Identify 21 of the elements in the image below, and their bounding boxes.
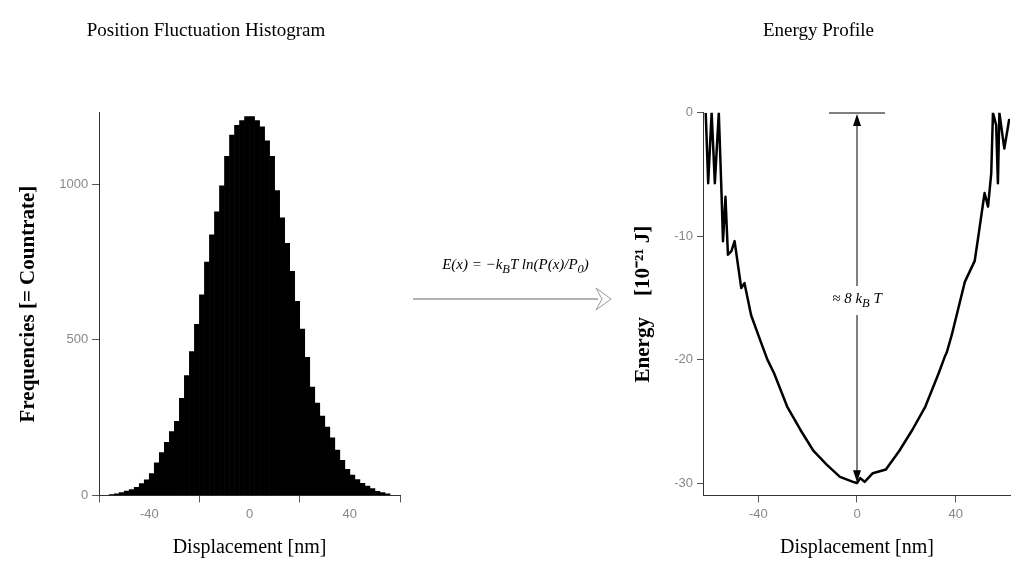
- y-tick-label: -20: [674, 351, 693, 367]
- y-tick-label: 500: [66, 331, 89, 347]
- y-axis-title: Frequencies [= Countrate]: [15, 185, 40, 423]
- x-tick-label: -40: [748, 505, 768, 521]
- y-tick-label: 0: [80, 486, 89, 502]
- x-tick-label: 40: [948, 505, 963, 521]
- x-axis-title: Displacement [nm]: [172, 535, 327, 559]
- x-axis-title: Displacement [nm]: [780, 535, 934, 559]
- y-tick-label: 1000: [59, 175, 89, 191]
- chart-title: Energy Profile: [763, 19, 874, 41]
- text: E(x) = −k$_{B}$T ln(P(x)/P$_{0}$): [441, 256, 590, 277]
- x-tick-label: 0: [853, 505, 861, 521]
- y-axis-title: Energy [10⁻²¹ J]: [630, 225, 655, 383]
- chart-title: Position Fluctuation Histogram: [86, 19, 326, 41]
- x-tick-label: -40: [139, 505, 159, 521]
- y-tick-label: -30: [674, 474, 693, 490]
- annotation: ≈ 8 k$_{B}$ T: [816, 285, 897, 315]
- x-tick-label: 0: [245, 505, 254, 521]
- y-tick-label: 0: [685, 104, 693, 120]
- y-tick-label: -10: [674, 227, 693, 243]
- x-tick-label: 40: [342, 505, 358, 521]
